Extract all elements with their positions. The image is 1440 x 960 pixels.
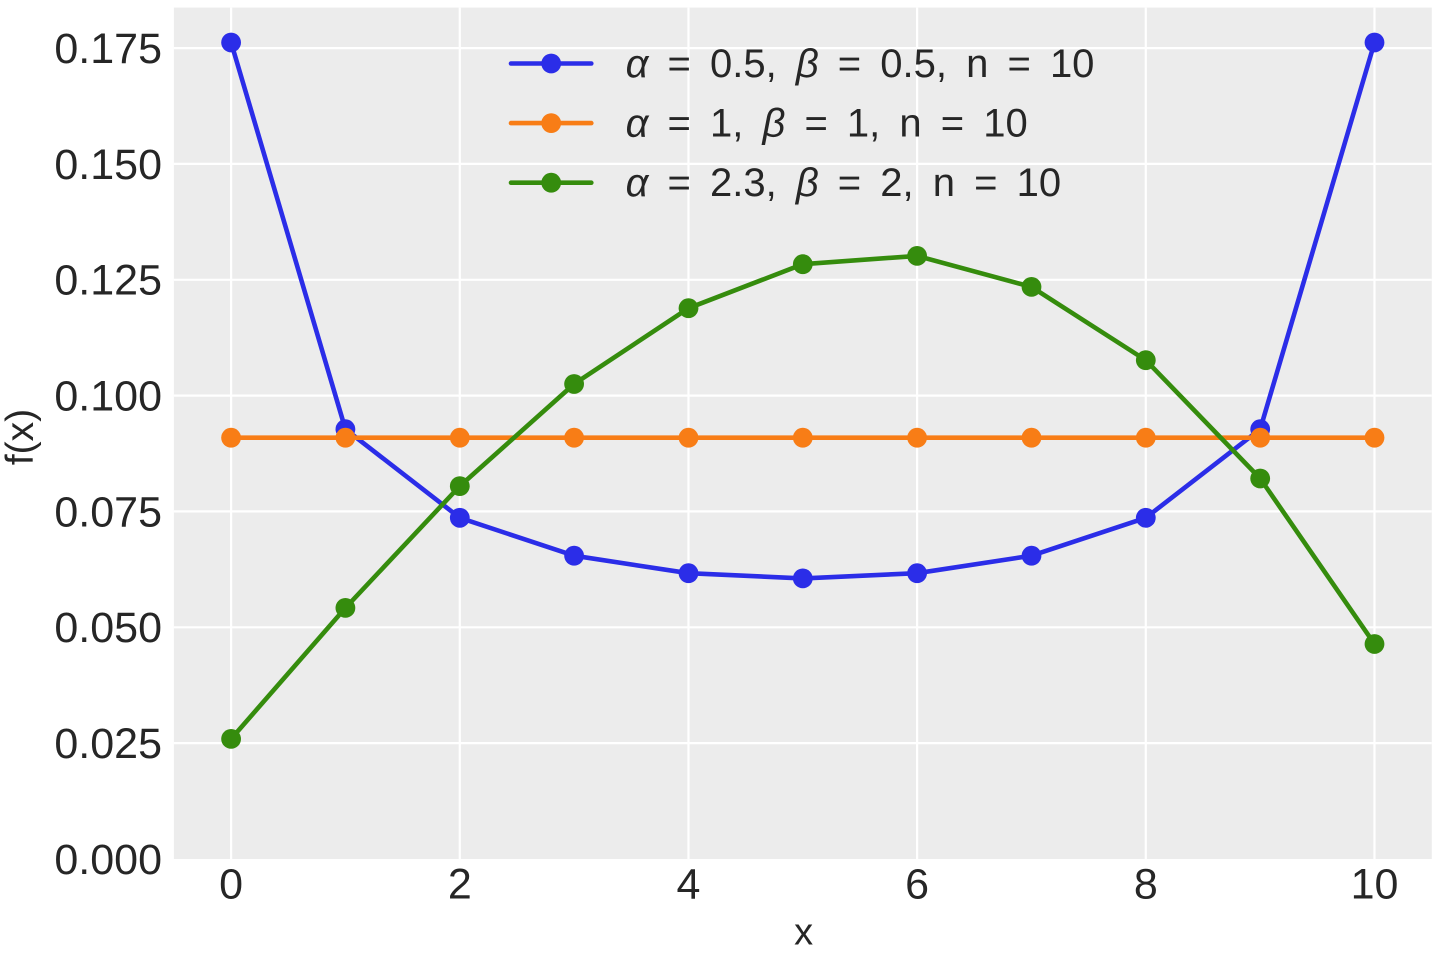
svg-text:0.025: 0.025 [54,720,162,768]
svg-text:α = 1, β = 1, n = 10: α = 1, β = 1, n = 10 [626,102,1028,146]
svg-text:10: 10 [1351,861,1399,909]
svg-text:6: 6 [905,861,929,909]
svg-text:f(x): f(x) [0,409,42,465]
svg-text:0.050: 0.050 [54,604,162,652]
svg-text:8: 8 [1134,861,1158,909]
svg-text:4: 4 [677,861,701,909]
svg-text:0.125: 0.125 [54,257,162,305]
svg-text:0.100: 0.100 [54,373,162,421]
svg-text:2: 2 [448,861,472,909]
svg-text:0.175: 0.175 [54,25,162,73]
svg-text:x: x [794,912,813,954]
svg-text:α = 2.3, β = 2, n = 10: α = 2.3, β = 2, n = 10 [626,161,1061,205]
svg-text:α = 0.5, β = 0.5, n = 10: α = 0.5, β = 0.5, n = 10 [626,42,1095,86]
svg-text:0.000: 0.000 [54,836,162,884]
svg-text:0: 0 [219,861,243,909]
svg-text:0.075: 0.075 [54,488,162,536]
svg-text:0.150: 0.150 [54,141,162,189]
